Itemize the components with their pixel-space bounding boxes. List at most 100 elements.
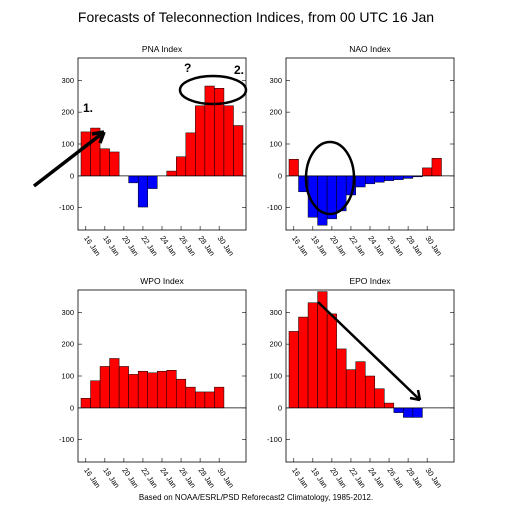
bar — [223, 105, 234, 177]
x-tick-label: 28 Jan — [196, 466, 216, 490]
bar — [422, 167, 433, 177]
y-tick-label: 0 — [70, 171, 74, 180]
bar — [393, 175, 404, 180]
x-tick-label: 26 Jan — [385, 234, 405, 258]
x-tick-label: 26 Jan — [385, 466, 405, 490]
bar — [204, 85, 215, 177]
y-tick-label: 200 — [61, 108, 74, 117]
trend-arrow-line — [32, 130, 106, 188]
bar — [384, 175, 395, 181]
y-tick-label: 300 — [61, 308, 74, 317]
trend-arrow-head — [91, 130, 106, 144]
panel-title: PNA Index — [142, 44, 183, 54]
y-tick-label: 0 — [278, 403, 282, 412]
annotation-label: ? — [184, 61, 191, 75]
bar — [355, 361, 366, 409]
bar — [147, 175, 158, 189]
x-tick-label: 30 Jan — [216, 466, 236, 490]
x-tick-label: 20 Jan — [120, 234, 140, 258]
decline-arrow-line — [317, 301, 421, 401]
x-tick-label: 20 Jan — [328, 466, 348, 490]
bar — [80, 131, 91, 177]
x-tick-label: 16 Jan — [82, 234, 102, 258]
x-tick-label: 22 Jan — [347, 466, 367, 490]
annotation-label: 1. — [83, 101, 93, 115]
nao-trough-circle — [304, 140, 356, 216]
bar — [166, 370, 177, 409]
y-tick-label: 300 — [61, 76, 74, 85]
bar — [288, 331, 299, 409]
bar — [403, 407, 414, 418]
decline-arrow-head — [409, 389, 422, 402]
x-tick-label: 16 Jan — [290, 466, 310, 490]
x-tick-label: 28 Jan — [404, 234, 424, 258]
bar — [364, 175, 376, 185]
y-tick-label: 100 — [269, 372, 282, 381]
panel-title: EPO Index — [349, 276, 391, 286]
y-tick-label: -100 — [267, 435, 282, 444]
bar — [80, 398, 91, 409]
bar — [195, 105, 206, 177]
y-tick-label: 300 — [269, 308, 282, 317]
x-tick-label: 22 Jan — [139, 234, 159, 258]
panel-title: NAO Index — [349, 44, 391, 54]
y-tick-label: 200 — [269, 340, 282, 349]
bar — [99, 366, 110, 409]
y-tick-label: 200 — [269, 108, 282, 117]
y-tick-label: 0 — [278, 171, 282, 180]
bar — [128, 374, 139, 409]
pna-annotations: 1. ? 2. — [32, 61, 248, 188]
bar — [326, 313, 337, 409]
y-tick-label: -100 — [59, 435, 74, 444]
bar — [118, 366, 129, 409]
x-tick-label: 20 Jan — [328, 234, 348, 258]
y-tick-label: 0 — [70, 403, 74, 412]
epo-annotations — [317, 301, 422, 402]
bar — [109, 358, 120, 409]
bar — [176, 378, 187, 409]
x-tick-label: 16 Jan — [290, 234, 310, 258]
y-tick-label: 100 — [269, 140, 282, 149]
bar — [137, 175, 148, 208]
x-tick-label: 24 Jan — [158, 234, 178, 258]
figure-footer: Based on NOAA/ESRL/PSD Reforecast2 Clima… — [139, 493, 373, 502]
x-tick-label: 18 Jan — [309, 234, 329, 258]
bar — [195, 391, 206, 409]
annotation-label: 2. — [234, 63, 244, 77]
bar — [90, 380, 101, 409]
bar — [137, 370, 148, 409]
x-tick-label: 18 Jan — [101, 466, 121, 490]
x-tick-label: 30 Jan — [424, 466, 444, 490]
figure-title: Forecasts of Teleconnection Indices, fro… — [78, 9, 434, 25]
bar — [384, 402, 395, 409]
bar — [336, 348, 347, 409]
bar — [185, 132, 196, 177]
bar — [355, 175, 366, 188]
peak-circle — [178, 74, 248, 106]
x-tick-label: 28 Jan — [404, 466, 424, 490]
y-tick-label: 100 — [61, 372, 74, 381]
x-tick-label: 30 Jan — [216, 234, 236, 258]
y-tick-label: 100 — [61, 140, 74, 149]
y-tick-label: -100 — [59, 203, 74, 212]
x-tick-label: 24 Jan — [366, 466, 386, 490]
bar — [128, 175, 139, 184]
bar — [374, 175, 385, 183]
bar — [214, 386, 225, 409]
bar — [298, 316, 309, 409]
x-tick-label: 24 Jan — [158, 466, 178, 490]
x-tick-label: 22 Jan — [139, 466, 159, 490]
x-tick-label: 18 Jan — [309, 466, 329, 490]
bar — [156, 370, 168, 409]
x-tick-label: 30 Jan — [424, 234, 444, 258]
x-tick-label: 26 Jan — [177, 234, 197, 258]
bar — [214, 88, 225, 177]
x-tick-label: 26 Jan — [177, 466, 197, 490]
bar — [109, 151, 120, 177]
x-tick-label: 16 Jan — [82, 466, 102, 490]
x-tick-label: 24 Jan — [366, 234, 386, 258]
